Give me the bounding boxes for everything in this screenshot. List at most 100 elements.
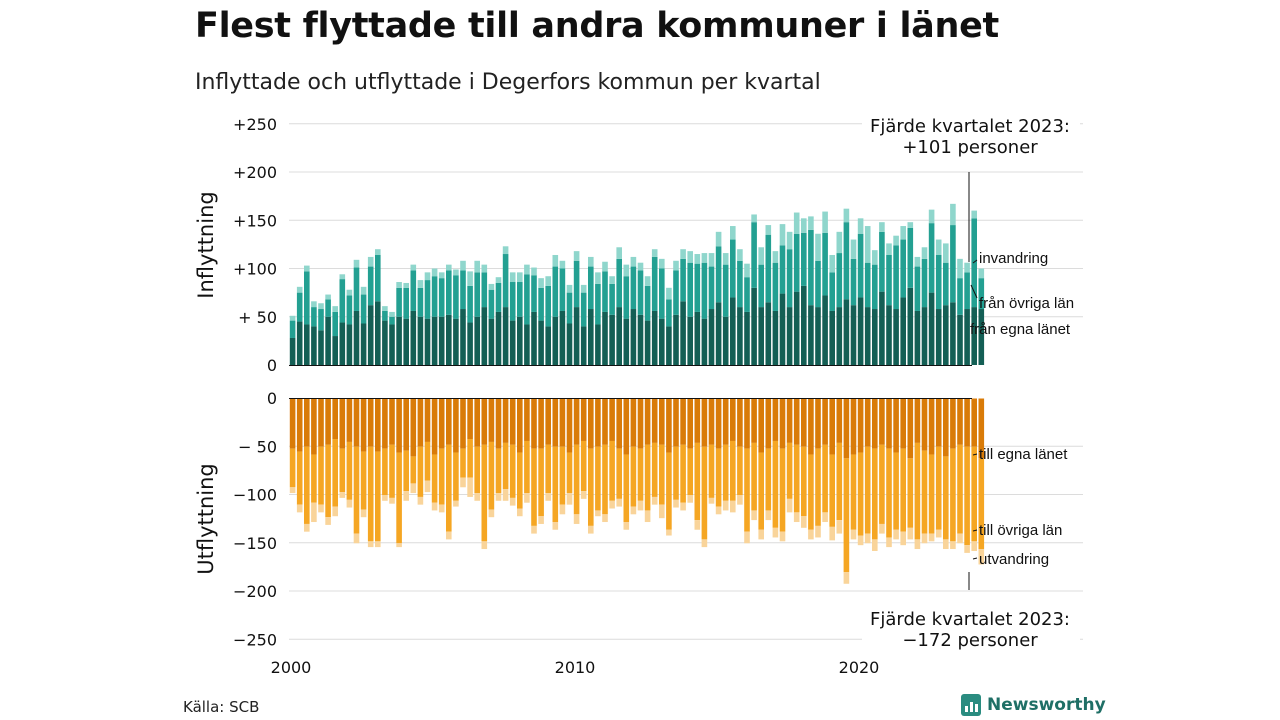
bar-out-emigration [580, 491, 587, 499]
bar-in-own [545, 326, 551, 365]
bar-out-emigration [616, 498, 622, 507]
bar-out-other [673, 446, 679, 500]
bar-out-own [843, 398, 850, 459]
bar-in-own [296, 321, 303, 365]
bar-in-own [737, 307, 743, 365]
bottom-y-tick: −200 [233, 582, 277, 601]
bar-out-emigration [843, 572, 850, 584]
bar-in-own [950, 302, 956, 365]
bottom-callout-bg [862, 606, 1080, 650]
bar-out-emigration [311, 502, 317, 523]
bar-in-own [367, 305, 374, 365]
bar-out-emigration [779, 531, 786, 542]
bar-out-own [872, 398, 878, 449]
newsworthy-icon [961, 694, 981, 716]
bar-in-immigration [701, 253, 708, 263]
bar-in-immigration [296, 286, 303, 293]
bar-out-own [446, 398, 452, 445]
bar-out-own [694, 398, 701, 443]
bar-out-own [367, 398, 374, 447]
bar-out-other [296, 451, 303, 505]
bar-out-own [289, 398, 296, 449]
bar-in-own [843, 299, 850, 365]
bar-out-emigration [907, 527, 914, 540]
bar-in-other [382, 310, 388, 321]
x-tick: 2020 [839, 658, 880, 677]
bar-out-emigration [751, 510, 757, 521]
bar-out-own [595, 398, 601, 447]
bar-out-other [431, 454, 438, 503]
bar-out-emigration [673, 499, 679, 508]
bar-in-other [538, 287, 544, 321]
bar-out-own [602, 398, 608, 445]
label-leader-emigration [972, 557, 978, 560]
top-callout-bg [862, 113, 1080, 159]
bar-in-other [801, 232, 807, 286]
bar-out-emigration [325, 517, 331, 525]
bar-out-own [978, 398, 985, 459]
bar-in-own [637, 314, 644, 365]
bar-out-own [353, 398, 360, 447]
bar-in-other [786, 249, 793, 308]
bar-out-emigration [765, 510, 772, 521]
bar-in-immigration [346, 289, 353, 296]
bar-out-own [964, 398, 970, 447]
bar-in-immigration [893, 235, 899, 246]
bar-in-own [573, 307, 580, 365]
x-tick: 2000 [271, 658, 312, 677]
bar-out-emigration [566, 493, 573, 505]
bar-in-other [296, 292, 303, 322]
bar-out-own [325, 398, 331, 445]
bar-in-other [396, 287, 402, 317]
bar-out-own [950, 398, 956, 449]
bar-out-own [396, 398, 402, 453]
bar-out-emigration [935, 529, 942, 538]
brand-name: Newsworthy [987, 695, 1106, 715]
bar-in-own [495, 311, 502, 365]
bar-in-own [822, 295, 828, 365]
bar-out-emigration [424, 480, 431, 493]
bar-out-other [921, 450, 928, 534]
bar-in-other [850, 258, 857, 306]
bar-in-immigration [460, 260, 466, 271]
bar-in-immigration [509, 272, 516, 283]
bar-in-own [744, 311, 750, 365]
bar-out-other [566, 452, 573, 494]
bar-in-immigration [474, 260, 480, 273]
bar-in-immigration [517, 272, 523, 283]
bar-in-own [531, 311, 537, 365]
bar-in-own [431, 316, 438, 365]
bar-out-other [666, 452, 672, 530]
bar-in-own [595, 324, 601, 365]
brand-logo: Newsworthy [961, 694, 1106, 716]
bar-in-immigration [552, 254, 559, 267]
bar-in-immigration [545, 276, 551, 286]
bar-in-other [687, 262, 693, 317]
bar-out-own [332, 398, 338, 440]
bar-in-own [801, 285, 807, 365]
bar-out-other [950, 448, 956, 542]
bar-out-own [879, 398, 885, 445]
bar-in-other [453, 275, 459, 319]
top-callout-line2: +101 personer [902, 137, 1038, 158]
bar-out-emigration [850, 529, 857, 540]
bar-in-immigration [907, 222, 914, 228]
bar-out-other [538, 448, 544, 517]
bar-in-other [744, 277, 750, 312]
chart-subtitle: Inflyttade och utflyttade i Degerfors ko… [195, 70, 821, 95]
bar-in-own [346, 324, 353, 365]
bar-in-own [694, 311, 701, 365]
bar-in-other [495, 282, 502, 312]
bar-in-own [417, 316, 424, 365]
bar-out-emigration [943, 539, 949, 550]
bar-out-emigration [417, 496, 424, 505]
bar-out-emigration [786, 498, 793, 513]
bar-in-own [403, 318, 409, 365]
bar-in-immigration [488, 283, 495, 290]
bar-out-emigration [339, 492, 346, 498]
bar-out-other [616, 448, 622, 499]
top-y-tick: + 50 [238, 308, 277, 327]
bar-in-other [822, 232, 828, 296]
bottom-y-tick: −100 [233, 486, 277, 505]
bottom-y-tick: − 50 [238, 437, 277, 456]
